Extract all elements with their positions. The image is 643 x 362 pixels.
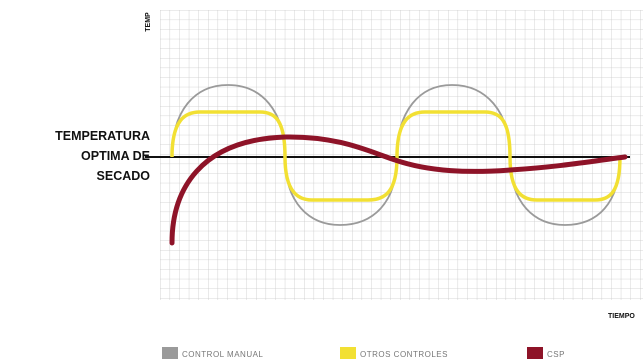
legend-label: CSP: [547, 350, 565, 359]
legend-label: OTROS CONTROLES: [360, 350, 448, 359]
x-axis-label: TIEMPO: [608, 313, 635, 320]
legend-swatch: [527, 347, 543, 359]
annotation: SECADO: [97, 169, 151, 183]
grid: [160, 10, 643, 300]
legend-swatch: [162, 347, 178, 359]
annotation: TEMPERATURA: [55, 129, 150, 143]
y-axis-label: TEMP: [145, 12, 152, 32]
legend-swatch: [340, 347, 356, 359]
annotation: OPTIMA DE: [81, 149, 150, 163]
csp-curve: [169, 134, 628, 246]
other-curve: [170, 110, 622, 202]
legend-label: CONTROL MANUAL: [182, 350, 263, 359]
